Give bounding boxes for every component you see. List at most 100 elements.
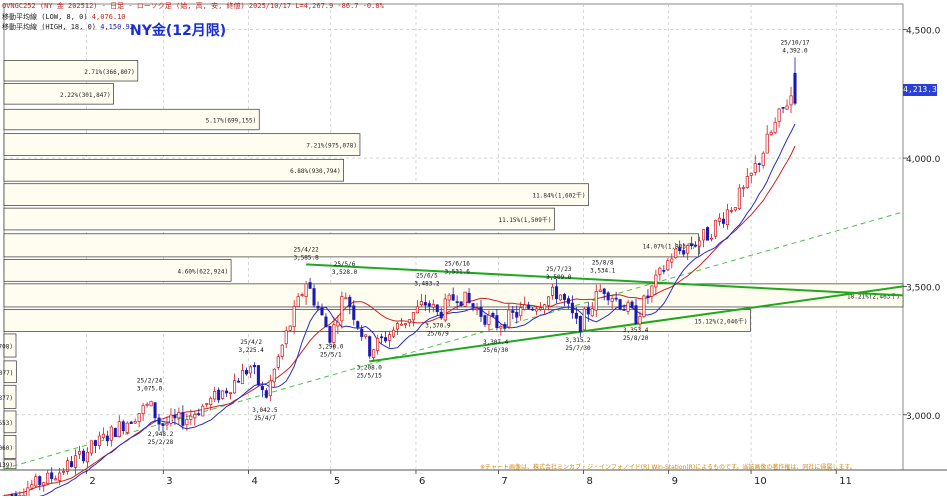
candle-body bbox=[507, 309, 511, 328]
annotation-price: 3,509.0 bbox=[546, 274, 572, 281]
candle-body bbox=[682, 250, 686, 255]
candle-body bbox=[34, 476, 38, 487]
candle-body bbox=[364, 334, 368, 337]
volume-profile-bar bbox=[3, 333, 17, 358]
annotation-price: 2,948.2 bbox=[148, 431, 174, 438]
candle-body bbox=[634, 305, 638, 324]
candle-body bbox=[70, 461, 74, 467]
volume-profile-bar bbox=[3, 158, 345, 182]
ma-low-value: 4,076.10 bbox=[91, 13, 126, 21]
candle-body bbox=[169, 414, 173, 424]
candle-body bbox=[89, 440, 93, 454]
annotation-price: 3,528.0 bbox=[332, 269, 358, 276]
candle-body bbox=[765, 133, 769, 154]
ma-low-line bbox=[3, 123, 796, 500]
candle-body bbox=[352, 305, 356, 320]
candle-body bbox=[610, 298, 614, 302]
volume-profile-label: 11.84%(1,602千) bbox=[533, 192, 586, 200]
candle-body bbox=[729, 210, 733, 212]
candle-body bbox=[145, 403, 149, 406]
candle-body bbox=[590, 308, 594, 317]
volume-profile-label: 18.21%(2,463千) bbox=[847, 292, 900, 300]
annotation-price: 3,585.8 bbox=[293, 254, 319, 261]
candle-body bbox=[292, 306, 296, 327]
candle-body bbox=[185, 419, 189, 426]
candle-body bbox=[427, 303, 431, 307]
candle-body bbox=[332, 324, 336, 343]
candle-body bbox=[248, 366, 252, 374]
candle-body bbox=[149, 401, 153, 407]
candle-body bbox=[570, 302, 574, 314]
candle-body bbox=[547, 296, 551, 306]
ma-high-label: 移動平均線 (HIGH, 18, 0) bbox=[2, 23, 97, 31]
annotation-price: 3,042.5 bbox=[252, 407, 278, 414]
candle-body bbox=[376, 338, 380, 351]
annotation-price: 3,290.0 bbox=[318, 343, 344, 350]
candle-body bbox=[423, 302, 427, 306]
volume-profile-label: 6.88%(930,794) bbox=[290, 168, 341, 175]
candle-body bbox=[256, 365, 260, 386]
candle-body bbox=[678, 247, 682, 252]
candle-body bbox=[280, 344, 284, 357]
ma-high-value: 4,150.92 bbox=[100, 23, 134, 31]
volume-profile-bar bbox=[3, 360, 17, 384]
candle-body bbox=[209, 397, 213, 405]
volume-profile-bar bbox=[3, 207, 555, 231]
annotation-price: 3,307.4 bbox=[483, 339, 509, 346]
candle-body bbox=[125, 422, 129, 433]
candle-body bbox=[554, 286, 559, 300]
annotation-date: 25/7/30 bbox=[565, 345, 591, 352]
volume-profile-label: 0.25%(34,077) bbox=[0, 370, 13, 377]
candle-body bbox=[523, 304, 527, 310]
candle-body bbox=[201, 405, 205, 417]
candle-body bbox=[348, 296, 352, 307]
candle-body bbox=[360, 328, 364, 337]
volume-profile-label: 2.22%(301,847) bbox=[60, 92, 111, 99]
candle-body bbox=[233, 380, 237, 394]
annotation-price: 3,353.4 bbox=[623, 327, 649, 334]
candle-body bbox=[578, 315, 582, 333]
candle-body bbox=[395, 323, 400, 330]
ma-low-label: 移動平均線 (LOW, 8, 0) bbox=[2, 13, 88, 21]
y-tick-label: 3,500.0 bbox=[906, 283, 941, 293]
candle-body bbox=[252, 364, 256, 368]
candle-body bbox=[733, 207, 737, 211]
candle-body bbox=[674, 248, 678, 259]
volume-profile-bar bbox=[3, 384, 17, 409]
volume-profile-label: 7.21%(975,078) bbox=[306, 143, 357, 150]
annotation-price: 3,208.0 bbox=[357, 364, 383, 371]
candle-body bbox=[368, 336, 372, 357]
candle-body bbox=[435, 304, 439, 313]
candle-body bbox=[197, 413, 201, 416]
candle-body bbox=[694, 244, 698, 247]
candle-body bbox=[336, 321, 340, 327]
candle-body bbox=[236, 380, 241, 383]
candle-body bbox=[356, 321, 360, 328]
candle-body bbox=[415, 306, 419, 314]
annotation-date: 25/2/28 bbox=[148, 439, 174, 446]
x-tick-label: 9 bbox=[672, 476, 678, 487]
candle-body bbox=[630, 301, 634, 308]
candle-body bbox=[785, 105, 789, 110]
candle-body bbox=[173, 414, 177, 419]
annotation-date: 25/4/7 bbox=[254, 415, 276, 422]
candle-body bbox=[666, 260, 670, 271]
last-price-tag: 4,213.3 bbox=[903, 84, 937, 96]
candle-body bbox=[407, 319, 411, 324]
candle-body bbox=[471, 303, 475, 308]
candle-body bbox=[419, 301, 423, 305]
volume-profile-bar bbox=[3, 459, 17, 470]
candle-body bbox=[519, 307, 523, 317]
candle-body bbox=[793, 72, 797, 104]
volume-profile-bar bbox=[3, 259, 232, 282]
annotation-price: 3,534.1 bbox=[590, 268, 616, 275]
annotation-date: 25/5/1 bbox=[320, 351, 342, 358]
annotation-date: 25/8/8 bbox=[592, 260, 614, 267]
candle-body bbox=[777, 108, 781, 122]
volume-profile-bar bbox=[3, 108, 260, 131]
annotation-date: 25/6/30 bbox=[483, 347, 509, 354]
candle-body bbox=[50, 472, 54, 479]
volume-profile-label: 15.12%(2,046千) bbox=[694, 317, 747, 325]
